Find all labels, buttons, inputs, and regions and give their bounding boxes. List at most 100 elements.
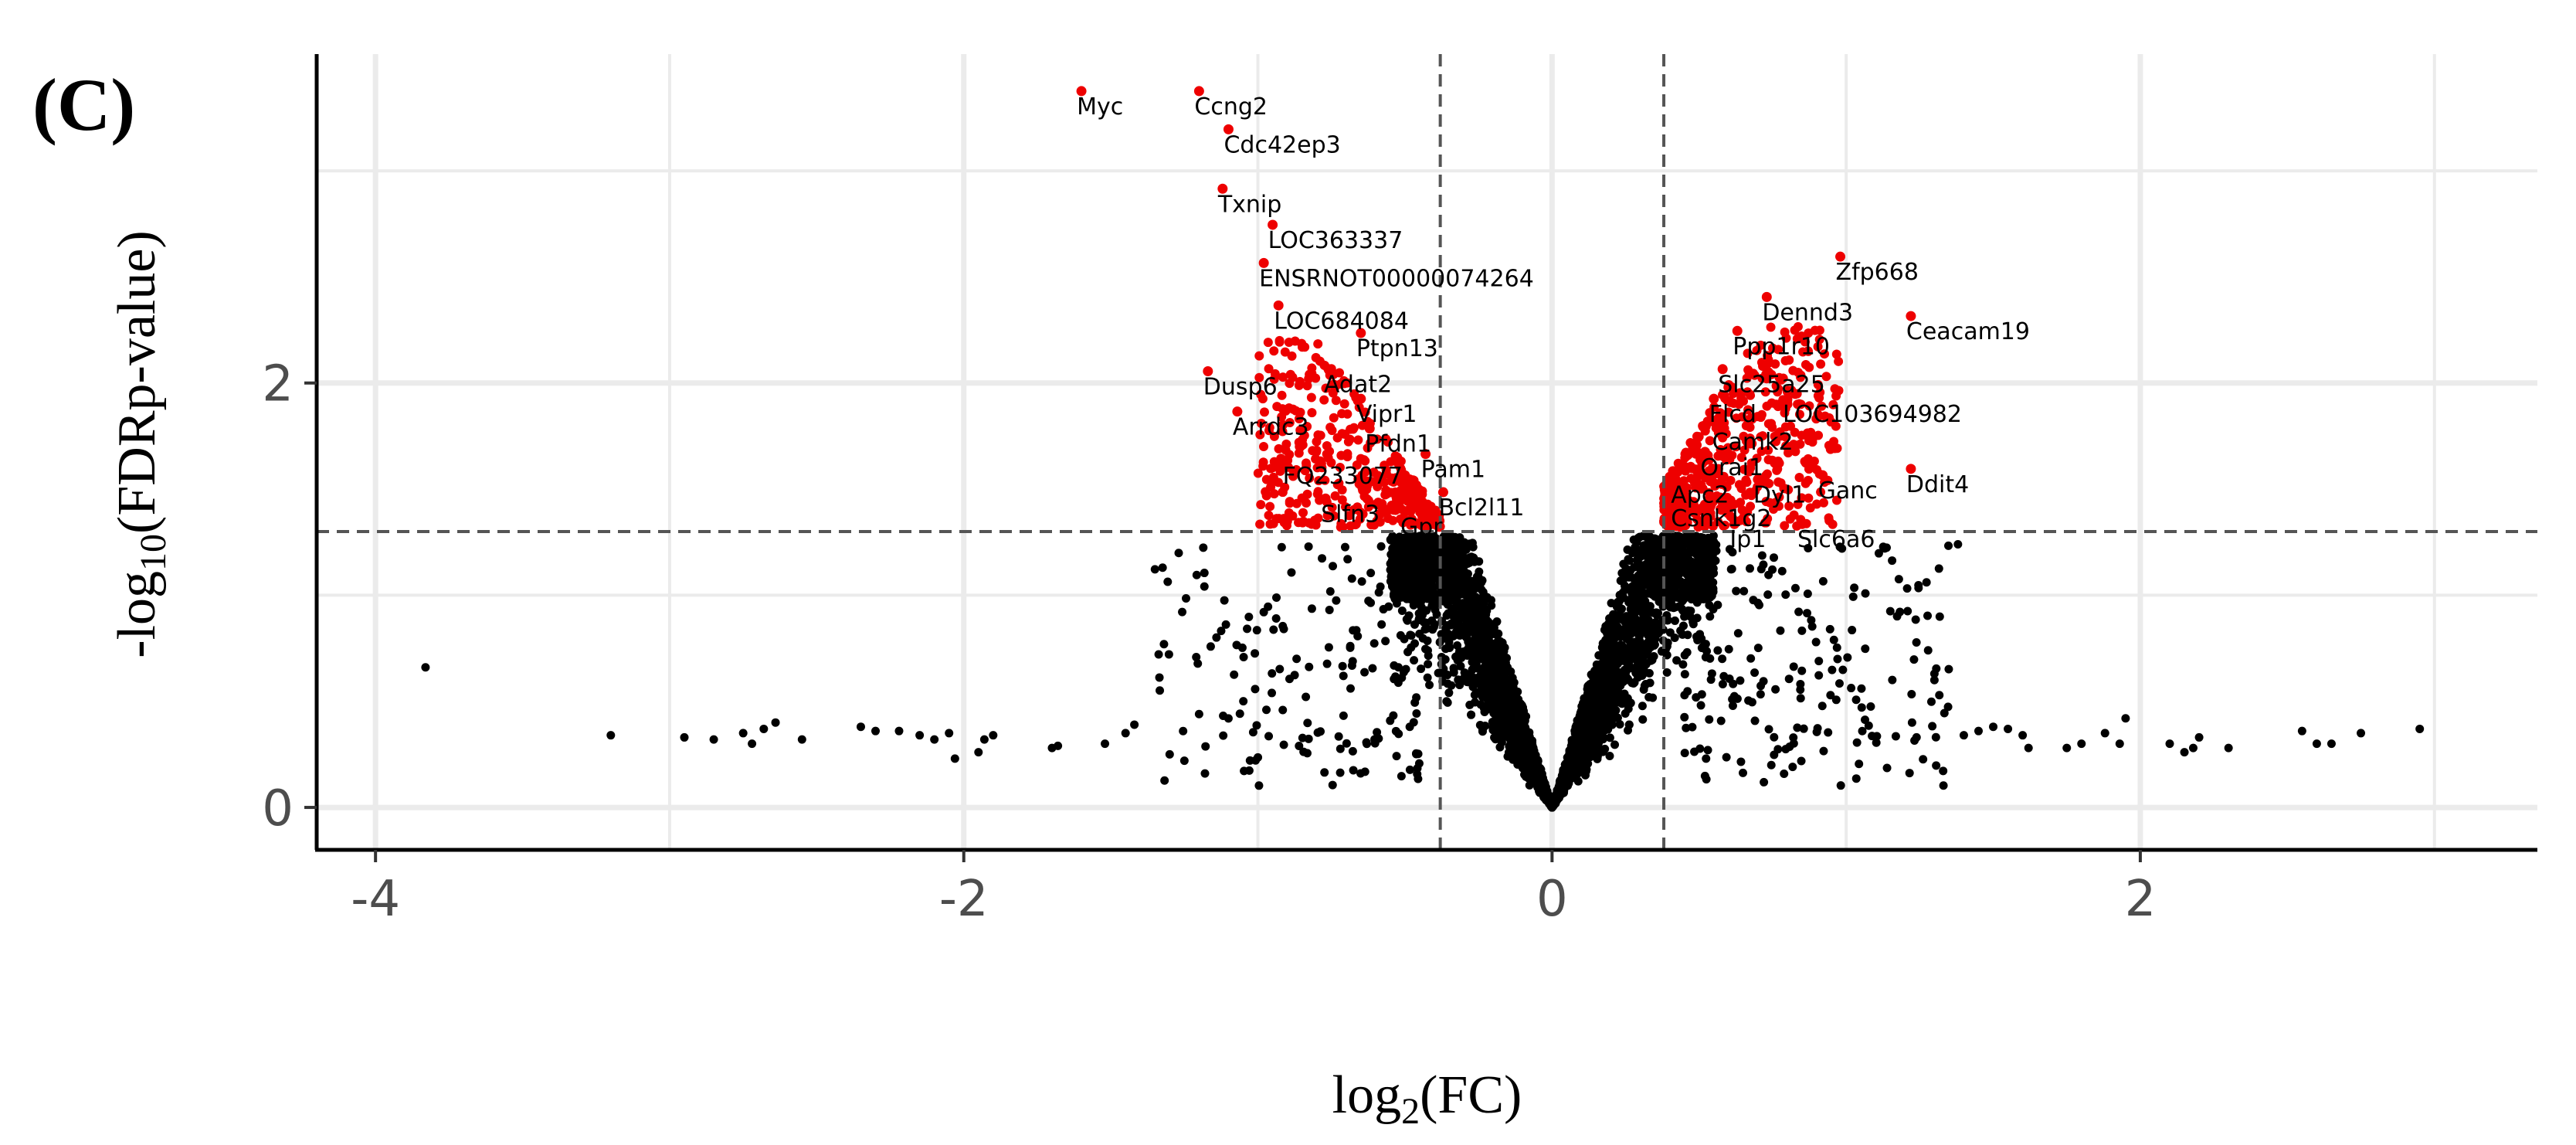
gene-point: [1797, 666, 1807, 675]
gene-point: [1705, 715, 1714, 724]
gene-point: [1619, 593, 1628, 603]
gene-point: [1470, 691, 1479, 700]
gene-point: [1631, 615, 1640, 624]
gene-point: [709, 735, 718, 744]
significant-gene-point: [1360, 467, 1370, 477]
gene-point: [1944, 664, 1953, 674]
gene-point: [1397, 772, 1406, 781]
gene-point: [1248, 728, 1257, 737]
gene-point: [1645, 678, 1655, 688]
gene-point: [1615, 719, 1624, 729]
gene-point: [1121, 729, 1130, 738]
gene-point: [1217, 627, 1226, 636]
gene-point: [1600, 625, 1609, 634]
gene-point: [1348, 746, 1357, 756]
gene-point: [1483, 665, 1492, 674]
gene-point: [1156, 686, 1165, 695]
gene-point: [1453, 581, 1462, 590]
gene-point: [1366, 569, 1376, 578]
gene-point: [1626, 605, 1635, 614]
gene-point: [1728, 548, 1737, 557]
gene-point: [1442, 697, 1451, 706]
gene-point: [1702, 754, 1711, 763]
gene-point: [1828, 665, 1837, 674]
gene-point: [1391, 568, 1400, 577]
gene-point: [1476, 700, 1485, 709]
gene-point: [1230, 670, 1239, 679]
gene-point: [1491, 735, 1500, 744]
gene-point: [1852, 738, 1862, 747]
gene-point: [1716, 716, 1726, 725]
gene-point: [1481, 654, 1490, 663]
gene-point: [1705, 612, 1715, 621]
gene-point: [1101, 739, 1110, 749]
gene-point: [1477, 685, 1486, 695]
gene-point: [1826, 691, 1835, 700]
gene-point: [1807, 616, 1816, 625]
gene-point: [1441, 655, 1450, 664]
significant-gene-point: [1274, 337, 1285, 347]
gene-point: [748, 739, 757, 749]
gene-point: [1520, 722, 1529, 732]
gene-point: [1399, 668, 1408, 677]
gene-point: [1829, 635, 1838, 644]
significant-gene-point: [1253, 468, 1263, 478]
gene-point: [1347, 661, 1356, 670]
gene-point: [1935, 691, 1944, 700]
significant-gene-point: [1386, 457, 1396, 467]
gene-point: [1411, 596, 1420, 605]
gene-point: [1639, 666, 1648, 675]
gene-point: [1882, 763, 1892, 773]
significant-gene-point: [1276, 460, 1286, 471]
gene-point: [1624, 720, 1634, 729]
gene-point: [1857, 703, 1866, 712]
gene-point: [1681, 550, 1690, 559]
gene-point: [1410, 551, 1420, 560]
gene-point: [1929, 675, 1939, 685]
gene-point: [1463, 650, 1472, 659]
gene-point: [1389, 591, 1398, 600]
gene-point: [1412, 709, 1421, 719]
gene-point: [1519, 734, 1529, 743]
significant-gene-point: [1291, 498, 1302, 508]
gene-point: [1905, 769, 1914, 778]
significant-gene-point: [1319, 395, 1329, 405]
gene-point: [1771, 685, 1780, 694]
significant-gene-point: [1254, 351, 1264, 361]
gene-point: [1680, 712, 1689, 722]
gene-point: [1460, 589, 1469, 598]
gene-point: [1625, 624, 1634, 634]
gene-point: [1631, 548, 1640, 557]
gene-point: [1814, 671, 1824, 680]
gene-point: [759, 724, 769, 733]
gene-point: [1680, 670, 1689, 679]
gene-point: [1747, 698, 1756, 707]
gene-point: [1974, 726, 1983, 736]
gene-point: [1488, 695, 1497, 704]
gene-point: [1303, 719, 1312, 728]
gene-point: [1454, 559, 1464, 569]
gene-point: [1697, 690, 1706, 699]
gene-point: [1464, 678, 1473, 687]
gene-point: [1793, 723, 1802, 732]
gene-point: [1349, 626, 1358, 635]
gene-point: [1668, 559, 1678, 568]
gene-point: [1644, 606, 1653, 616]
gene-point: [1342, 739, 1351, 748]
gene-point: [1929, 669, 1939, 678]
gene-point: [1470, 584, 1479, 593]
gene-point: [1694, 551, 1703, 560]
gene-point: [1221, 620, 1230, 629]
gene-point: [1200, 582, 1209, 591]
gene-point: [1700, 771, 1709, 780]
gene-point: [1237, 643, 1247, 652]
gene-point: [1594, 743, 1604, 753]
gene-point: [1480, 640, 1489, 649]
gene-point: [1264, 732, 1274, 741]
gene-point: [771, 718, 780, 727]
gene-point: [1334, 732, 1343, 741]
gene-point: [1894, 575, 1903, 584]
gene-point: [1381, 637, 1390, 646]
gene-point: [1481, 672, 1490, 681]
gene-point: [1329, 562, 1338, 571]
